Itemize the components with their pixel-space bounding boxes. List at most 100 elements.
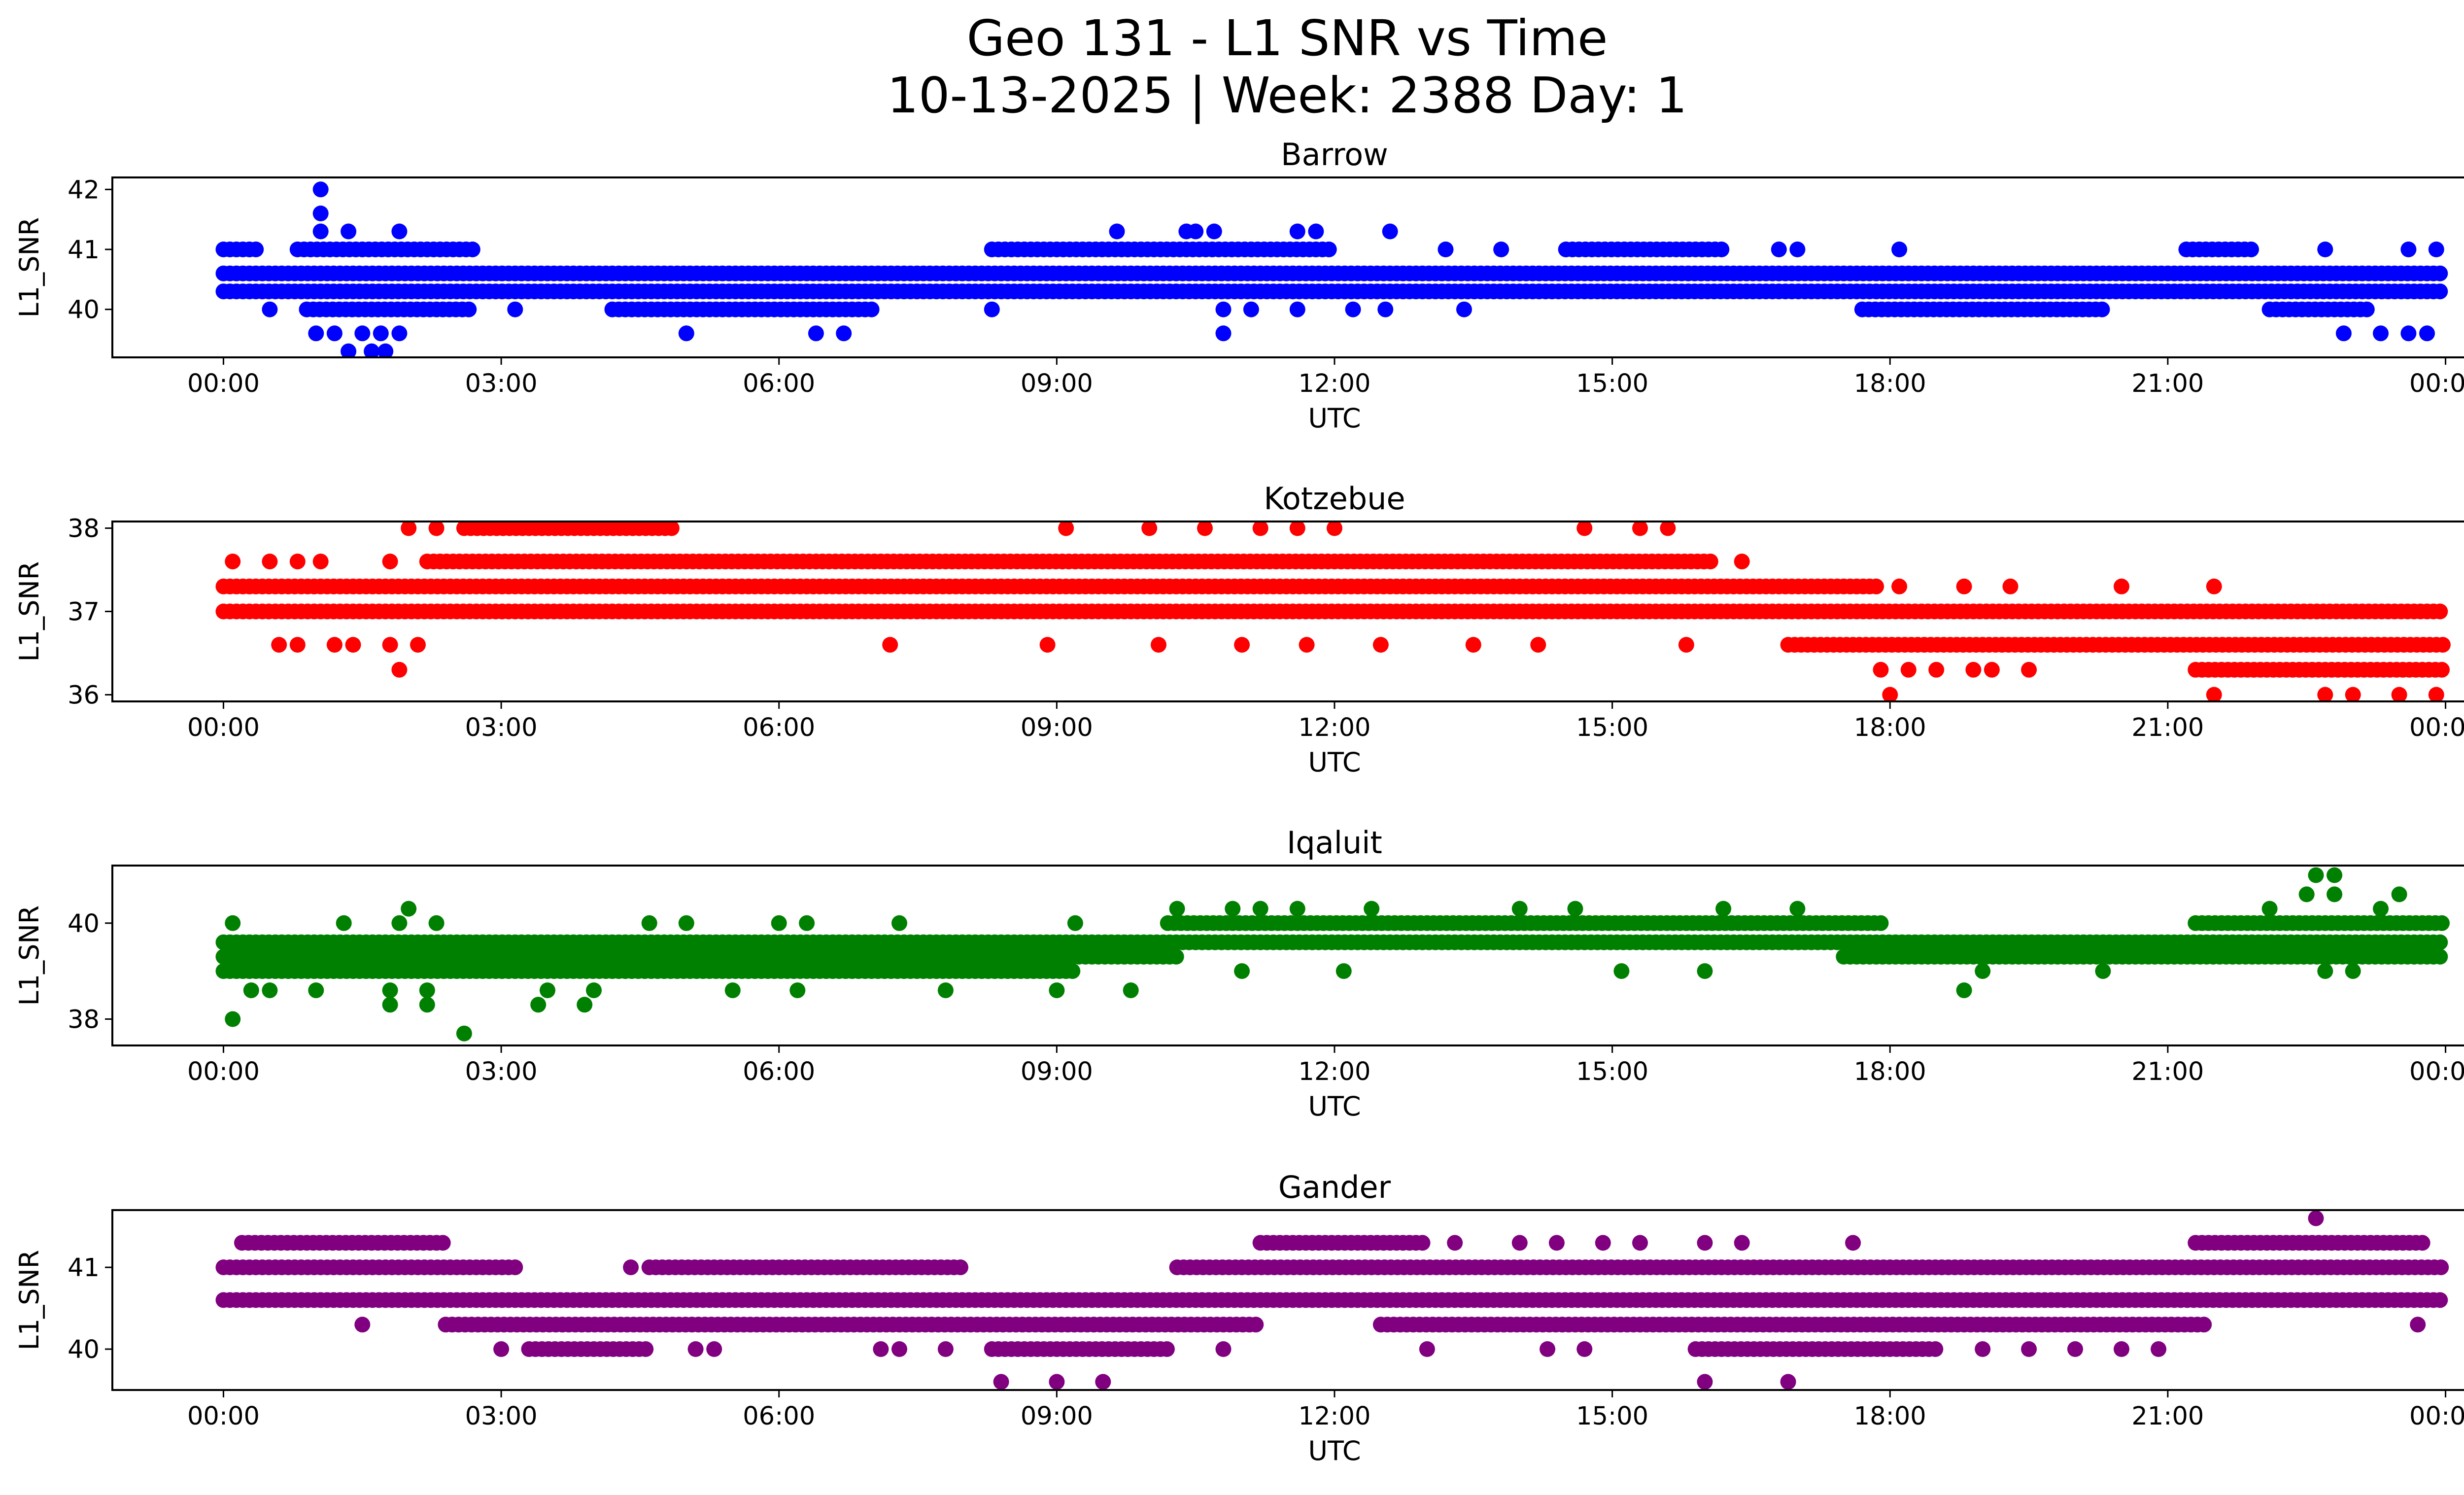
data-band [215,265,2448,281]
data-point [419,982,435,999]
data-point [1734,554,1750,570]
x-tick-label: 06:00 [743,713,815,742]
data-point [312,554,329,570]
data-point [808,325,824,342]
data-point [1168,948,1184,965]
data-point [2327,886,2343,903]
x-tick-label: 18:00 [1854,1402,1926,1431]
data-point [1548,1235,1565,1251]
x-axis-label: UTC [1308,747,1361,778]
data-point [1289,901,1305,917]
data-point [1882,687,1898,701]
data-point [1289,301,1305,317]
data-point [410,637,426,653]
data-point [1234,637,1250,653]
data-point [248,242,264,257]
y-tick-label: 41 [68,236,100,265]
data-point [2400,242,2417,257]
data-point [2400,325,2417,342]
x-tick-label: 09:00 [1021,713,1093,742]
y-axis-label: L1_SNR [14,561,45,662]
data-point [289,637,306,653]
data-point [2414,1235,2430,1251]
data-band [234,1235,2430,1251]
data-point [1252,901,1268,917]
y-axis-label: L1_SNR [14,217,45,318]
subplot-iqaluit: Iqaluit 00:00 03:00 06:00 09:00 12:00 15:00 18:… [14,825,2464,1122]
data-point [1493,242,1509,257]
data-point [1159,1341,1175,1357]
data-band [215,948,2448,965]
x-tick-label: 12:00 [1299,713,1371,742]
data-point [2317,687,2333,701]
data-point [2151,1341,2167,1357]
x-tick-label: 15:00 [1576,369,1648,398]
data-point [678,915,694,931]
data-point [1372,637,1389,653]
data-point [1632,522,1648,536]
data-point [2391,687,2407,701]
data-point [2434,661,2450,678]
data-point [1067,915,1083,931]
data-band [438,1317,2212,1333]
data-band [215,1292,2448,1308]
data-point [2434,915,2450,931]
data-point [354,325,371,342]
data-point [464,242,480,257]
data-point [863,301,880,317]
data-point [1927,1341,1944,1357]
x-tick-label: 09:00 [1021,1402,1093,1431]
data-point [1660,522,1676,536]
data-point [1382,223,1398,240]
data-point [225,1011,241,1027]
data-point [1530,637,1546,653]
subplot-title: Kotzebue [1264,481,1405,517]
data-point [1215,325,1232,342]
data-point [1540,1341,1556,1357]
data-point [1734,1235,1750,1251]
data-point [2432,265,2448,281]
data-point [2359,301,2375,317]
data-point [638,1341,654,1357]
x-axis-label: UTC [1308,403,1361,434]
x-tick-label: 00:00 [2409,369,2464,398]
data-point [1456,301,1472,317]
data-point [2261,901,2278,917]
data-point [1715,901,1732,917]
data-point [2433,1259,2449,1276]
data-point [262,982,278,999]
data-band [1780,637,2451,653]
data-point [1345,301,1361,317]
data-point [1109,223,1125,240]
data-point [1900,661,1916,678]
data-point [336,915,352,931]
x-tick-label: 00:00 [187,1402,260,1431]
data-band [215,603,2448,620]
data-point [225,554,241,570]
data-point [2432,603,2448,620]
x-tick-label: 15:00 [1576,713,1648,742]
data-point [1243,301,1259,317]
data-point [1511,1235,1528,1251]
data-point [1252,522,1268,536]
data-point [2002,578,2019,594]
data-point [540,982,555,999]
scatter-series [215,1210,2449,1390]
data-point [1188,223,1204,240]
y-tick-label: 40 [68,296,100,325]
data-point [1956,578,1972,594]
data-point [1123,982,1139,999]
x-tick-label: 03:00 [465,713,538,742]
x-tick-label: 06:00 [743,1402,815,1431]
x-tick-label: 06:00 [743,1057,815,1086]
subplot-barrow: Barrow 00:00 03:00 06:00 09:00 12:00 15:00 18:0… [14,137,2464,434]
data-point [2298,886,2315,903]
data-point [1197,522,1213,536]
data-point [391,325,408,342]
data-point [461,301,477,317]
data-point [354,1317,371,1333]
data-point [382,997,398,1013]
data-point [1873,915,1889,931]
data-point [530,997,547,1013]
x-axis-label: UTC [1308,1435,1361,1466]
